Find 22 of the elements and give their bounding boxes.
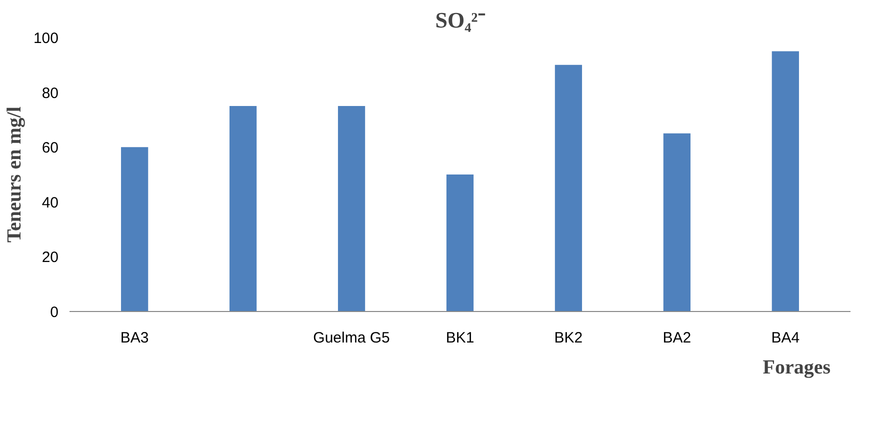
y-tick-label: 60 xyxy=(42,140,59,157)
y-tick-label: 0 xyxy=(50,304,58,321)
y-axis-title: Teneurs en mg/l xyxy=(3,106,26,242)
y-tick-label: 100 xyxy=(33,30,59,47)
y-tick-label: 80 xyxy=(42,84,59,102)
bar xyxy=(446,174,474,312)
bar xyxy=(772,51,799,312)
x-tick-label: BK2 xyxy=(554,330,583,346)
x-tick-label: BA2 xyxy=(662,330,692,346)
bar xyxy=(229,106,257,312)
x-tick-label: BA3 xyxy=(120,330,149,346)
x-tick-label: Guelma G5 xyxy=(313,330,390,346)
x-tick-label: BA4 xyxy=(771,330,800,346)
bar xyxy=(338,106,366,312)
bar xyxy=(121,147,148,312)
x-tick-label: BK1 xyxy=(446,330,474,346)
bar xyxy=(554,64,582,312)
y-tick-label: 20 xyxy=(42,249,59,266)
bar xyxy=(663,133,691,312)
x-axis-title: Forages xyxy=(762,356,831,378)
chart-title: SO₄²⁻ xyxy=(435,8,486,32)
y-tick-label: 40 xyxy=(42,194,59,212)
